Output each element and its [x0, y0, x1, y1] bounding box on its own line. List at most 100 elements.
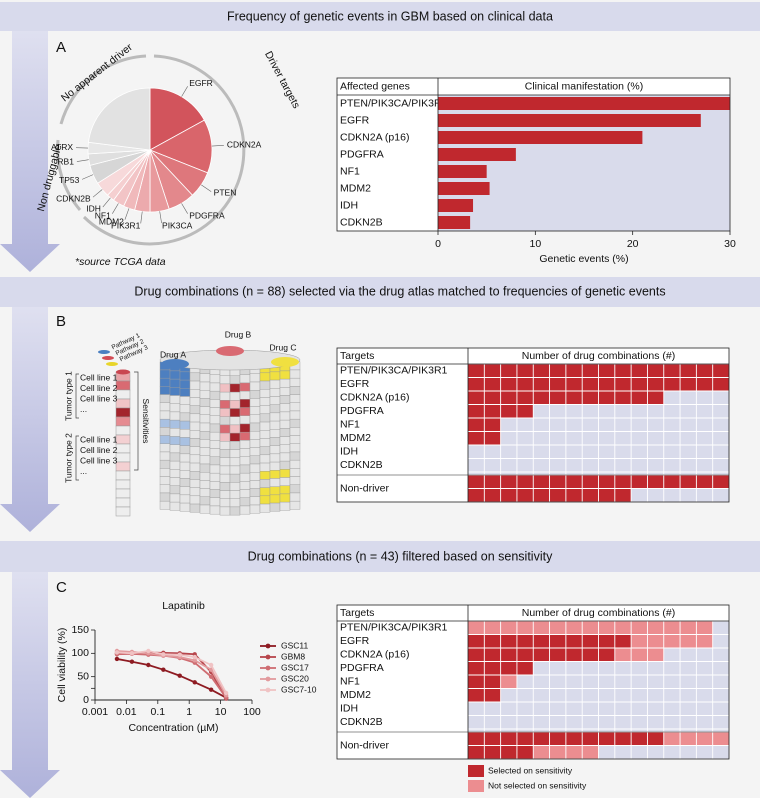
legend-dot	[265, 676, 271, 682]
atlas-cell	[169, 411, 181, 421]
atlas-cell	[229, 473, 241, 483]
atlas-cell	[199, 463, 211, 473]
row-label: PTEN/PIK3CA/PIK3R1	[340, 97, 448, 109]
atlas-cell	[269, 388, 281, 397]
atlas-cell	[279, 411, 291, 421]
atlas-cell	[289, 377, 301, 387]
data-point	[177, 673, 182, 678]
atlas-cell	[269, 396, 281, 405]
atlas-cell	[239, 505, 251, 515]
slice-label: CDKN2B	[56, 193, 91, 203]
y-tick-label: 0	[83, 694, 89, 706]
bracket	[75, 373, 79, 419]
atlas-cell	[159, 377, 171, 387]
bracket	[134, 371, 139, 471]
atlas-cell	[269, 379, 281, 389]
slice-label: PIK3CA	[162, 220, 193, 230]
atlas-cell	[229, 383, 241, 393]
atlas-cell	[209, 497, 221, 507]
row-label: CDKN2B	[340, 216, 383, 228]
atlas-cell	[259, 413, 271, 423]
bar	[438, 182, 490, 195]
tumor-type: Tumor type 1	[63, 371, 73, 421]
atlas-cell	[239, 464, 251, 474]
data-point	[192, 658, 197, 663]
legend-dot	[265, 643, 271, 649]
atlas-cell	[229, 424, 241, 434]
atlas-cell	[189, 405, 201, 415]
atlas-cell	[289, 459, 301, 469]
atlas-cell	[219, 457, 231, 467]
atlas-cell	[259, 503, 271, 513]
leader-line	[211, 145, 224, 147]
data-point	[129, 659, 135, 664]
bar	[438, 199, 474, 212]
atlas-cell	[219, 424, 231, 434]
cell-line: Cell line 3	[80, 455, 118, 465]
cell-line: Cell line 2	[80, 383, 118, 393]
atlas-cell	[259, 405, 271, 415]
atlas-cell	[229, 408, 241, 417]
banner-title: Frequency of genetic events in GBM based…	[227, 9, 553, 23]
atlas-cell	[209, 505, 221, 515]
atlas-cell	[249, 422, 261, 432]
atlas-cell	[289, 500, 301, 510]
atlas-cell	[269, 461, 281, 471]
atlas-cell	[219, 383, 231, 393]
header: Number of drug combinations (#)	[522, 350, 676, 362]
atlas-cell	[159, 492, 171, 502]
atlas-cell	[239, 456, 251, 466]
header: Clinical manifestation (%)	[525, 80, 643, 92]
atlas-cell	[259, 454, 271, 464]
legend-dot	[265, 665, 271, 671]
sensitivity-cell	[115, 398, 131, 409]
flow-arrows	[0, 31, 60, 798]
atlas-cell	[179, 461, 191, 471]
atlas-cell	[189, 397, 201, 406]
atlas-cell	[249, 463, 261, 473]
atlas-cell	[169, 493, 181, 503]
atlas-cell	[199, 381, 211, 391]
atlas-cell	[259, 495, 271, 505]
atlas-cell	[239, 374, 251, 384]
legend-label: GSC20	[281, 673, 309, 683]
header: Number of drug combinations (#)	[522, 607, 676, 619]
atlas-cell	[279, 493, 291, 503]
atlas-cell	[259, 462, 271, 472]
atlas-cell	[159, 451, 171, 461]
atlas-cell	[249, 398, 261, 407]
atlas-cell	[209, 440, 221, 449]
atlas-cell	[209, 489, 221, 498]
data-point	[161, 652, 166, 657]
atlas-cell	[179, 437, 191, 446]
atlas-cell	[289, 369, 301, 379]
sensitivity-cell	[115, 452, 131, 463]
atlas-cell	[279, 419, 291, 429]
row-label: IDH	[340, 199, 358, 211]
atlas-cell	[279, 428, 291, 437]
atlas-cell	[209, 390, 221, 400]
atlas-cell	[249, 390, 261, 399]
atlas-cell	[179, 470, 191, 479]
legend-label: Not selected on sensitivity	[488, 780, 587, 790]
atlas-cell	[179, 502, 191, 512]
atlas-cell	[159, 468, 171, 477]
leader-line	[201, 184, 212, 192]
atlas-cell	[199, 439, 211, 448]
atlas-cell	[179, 371, 191, 381]
row-label: PDGFRA	[340, 148, 384, 160]
data-point	[114, 650, 120, 655]
sensitivity-cell	[115, 488, 131, 499]
atlas-cell	[269, 453, 281, 463]
atlas-cell	[269, 445, 281, 455]
atlas-cell	[169, 428, 181, 437]
atlas-cell	[289, 410, 301, 420]
atlas-cell	[219, 416, 231, 426]
leader-line	[181, 86, 188, 97]
slice-label: CDKN2A	[227, 139, 262, 149]
atlas-cell	[219, 441, 231, 450]
atlas-cell	[229, 375, 241, 385]
atlas-cell	[169, 485, 181, 495]
panel-label: A	[56, 39, 66, 56]
atlas-cell	[159, 418, 171, 428]
